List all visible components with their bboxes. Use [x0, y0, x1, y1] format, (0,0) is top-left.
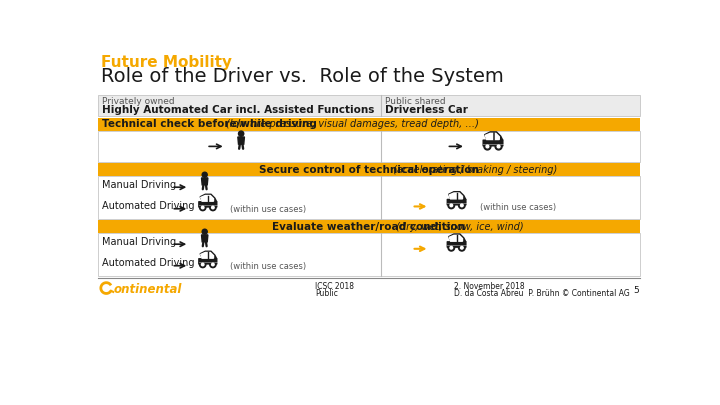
Circle shape — [210, 205, 216, 211]
Text: Future Mobility: Future Mobility — [101, 55, 232, 70]
FancyBboxPatch shape — [198, 201, 217, 208]
Text: Manual Driving: Manual Driving — [102, 237, 176, 247]
Text: 2. November 2018: 2. November 2018 — [454, 282, 525, 291]
Text: (low tire pressure, visual damages, tread depth, …): (low tire pressure, visual damages, trea… — [223, 119, 480, 130]
Polygon shape — [201, 196, 214, 201]
Polygon shape — [201, 252, 214, 258]
FancyBboxPatch shape — [98, 177, 640, 219]
Text: Privately owned: Privately owned — [102, 97, 175, 106]
Polygon shape — [449, 235, 462, 241]
Text: Automated Driving: Automated Driving — [102, 201, 195, 211]
Text: ontinental: ontinental — [113, 283, 181, 296]
Text: (within use cases): (within use cases) — [230, 205, 305, 214]
Circle shape — [461, 204, 463, 207]
Text: Evaluate weather/road condition: Evaluate weather/road condition — [272, 222, 466, 232]
Text: Public shared: Public shared — [385, 97, 446, 106]
Polygon shape — [238, 137, 244, 144]
Polygon shape — [449, 192, 466, 200]
Text: Highly Automated Car incl. Assisted Functions: Highly Automated Car incl. Assisted Func… — [102, 105, 375, 115]
Circle shape — [202, 263, 204, 266]
Circle shape — [450, 247, 453, 249]
Polygon shape — [485, 133, 499, 140]
FancyBboxPatch shape — [98, 220, 640, 233]
Circle shape — [202, 172, 207, 177]
Text: ICSC 2018: ICSC 2018 — [315, 282, 354, 291]
Circle shape — [448, 202, 454, 209]
Circle shape — [448, 245, 454, 251]
Polygon shape — [202, 235, 208, 242]
Circle shape — [495, 143, 502, 150]
Text: 5: 5 — [633, 286, 639, 295]
Circle shape — [202, 229, 207, 234]
Text: (accelerating / braking / steering): (accelerating / braking / steering) — [390, 165, 557, 175]
Circle shape — [450, 204, 453, 207]
FancyBboxPatch shape — [446, 199, 467, 205]
Circle shape — [199, 261, 206, 268]
FancyBboxPatch shape — [446, 241, 467, 248]
FancyBboxPatch shape — [98, 118, 640, 131]
Circle shape — [461, 247, 463, 249]
FancyBboxPatch shape — [98, 163, 640, 177]
Circle shape — [210, 261, 216, 268]
FancyBboxPatch shape — [198, 258, 217, 264]
FancyBboxPatch shape — [98, 95, 640, 116]
Text: Role of the Driver vs.  Role of the System: Role of the Driver vs. Role of the Syste… — [101, 67, 503, 86]
Circle shape — [212, 206, 214, 209]
Circle shape — [212, 263, 214, 266]
FancyBboxPatch shape — [98, 131, 640, 162]
Circle shape — [486, 145, 489, 148]
Text: Automated Driving: Automated Driving — [102, 258, 195, 268]
Circle shape — [238, 131, 244, 136]
Polygon shape — [200, 194, 217, 202]
Text: (within use cases): (within use cases) — [230, 262, 305, 271]
Circle shape — [202, 206, 204, 209]
Polygon shape — [485, 132, 503, 140]
Polygon shape — [200, 251, 217, 259]
Circle shape — [498, 145, 500, 148]
Text: Driverless Car: Driverless Car — [385, 105, 468, 115]
Text: Technical check before/while driving: Technical check before/while driving — [102, 119, 318, 130]
Circle shape — [199, 205, 206, 211]
FancyBboxPatch shape — [98, 233, 640, 276]
Polygon shape — [449, 193, 462, 199]
Circle shape — [459, 202, 465, 209]
Circle shape — [459, 245, 465, 251]
Text: (dry, wet, snow, ice, wind): (dry, wet, snow, ice, wind) — [393, 222, 523, 232]
FancyBboxPatch shape — [482, 139, 503, 147]
Text: (within use cases): (within use cases) — [480, 202, 556, 211]
Polygon shape — [202, 178, 208, 185]
Text: Secure control of technical operation: Secure control of technical operation — [259, 165, 479, 175]
Text: D. da Costa Abreu  P. Brühn © Continental AG: D. da Costa Abreu P. Brühn © Continental… — [454, 289, 630, 298]
Polygon shape — [449, 234, 466, 242]
Circle shape — [484, 143, 491, 150]
Text: Public: Public — [315, 289, 338, 298]
Text: Manual Driving: Manual Driving — [102, 180, 176, 190]
